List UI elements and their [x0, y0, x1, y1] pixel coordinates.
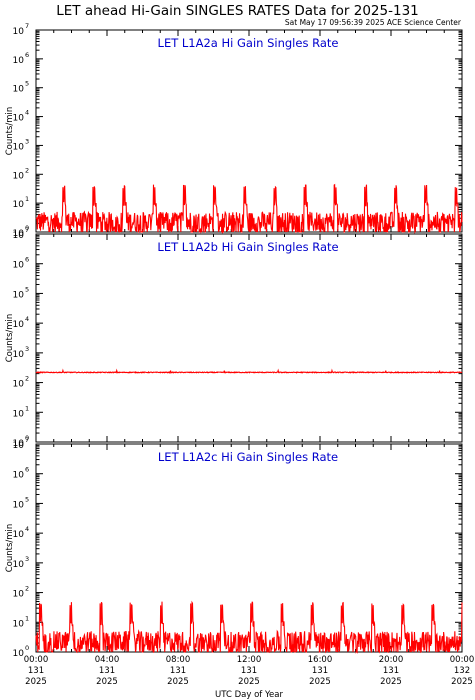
x-tick-time: 12:00 [237, 655, 262, 665]
y-tick-label: 10 [13, 619, 25, 629]
x-tick-day: 131 [28, 666, 44, 676]
x-tick-time: 00:00 [24, 655, 49, 665]
panel-frame [35, 233, 463, 443]
data-trace [35, 368, 463, 375]
y-tick-exponent: 1 [25, 404, 29, 412]
y-tick-exponent: 0 [25, 434, 29, 442]
y-tick-label: 10 [13, 471, 25, 481]
y-tick-exponent: 6 [25, 466, 29, 474]
page-title: LET ahead Hi-Gain SINGLES RATES Data for… [56, 3, 419, 19]
x-tick-year: 2025 [167, 677, 189, 687]
y-tick-label: 10 [13, 441, 25, 451]
x-tick-day: 131 [312, 666, 328, 676]
x-tick-time: 08:00 [166, 655, 191, 665]
y-tick-exponent: 1 [25, 614, 29, 622]
y-tick-exponent: 5 [25, 495, 29, 503]
x-tick-time: 20:00 [379, 655, 404, 665]
x-tick-year: 2025 [309, 677, 331, 687]
y-tick-label: 10 [13, 590, 25, 600]
y-tick-exponent: 3 [25, 345, 29, 353]
timestamp: Sat May 17 09:56:39 2025 ACE Science Cen… [284, 18, 461, 27]
y-tick-exponent: 2 [25, 585, 29, 593]
y-tick-label: 10 [13, 200, 25, 210]
y-tick-label: 10 [13, 261, 25, 271]
y-tick-label: 10 [13, 409, 25, 419]
y-axis-label: Counts/min [5, 314, 15, 363]
y-tick-exponent: 5 [25, 80, 29, 88]
y-tick-label: 10 [13, 560, 25, 570]
panel-frame [35, 29, 463, 233]
y-tick-label: 10 [13, 142, 25, 152]
x-tick-time: 00:00 [450, 655, 475, 665]
data-trace [35, 600, 463, 654]
y-tick-label: 10 [13, 171, 25, 181]
panel-title: LET L1A2c Hi Gain Singles Rate [158, 450, 338, 464]
y-tick-exponent: 0 [25, 224, 29, 232]
y-tick-exponent: 2 [25, 166, 29, 174]
x-tick-time: 16:00 [308, 655, 333, 665]
x-tick-year: 2025 [238, 677, 260, 687]
x-tick-day: 131 [383, 666, 399, 676]
x-tick-time: 04:00 [95, 655, 120, 665]
y-tick-exponent: 0 [25, 644, 29, 652]
y-axis-label: Counts/min [5, 107, 15, 156]
y-tick-label: 10 [13, 85, 25, 95]
y-tick-label: 10 [13, 114, 25, 124]
x-tick-year: 2025 [25, 677, 47, 687]
panel-title: LET L1A2b Hi Gain Singles Rate [157, 240, 338, 254]
x-tick-day: 131 [241, 666, 257, 676]
x-tick-year: 2025 [96, 677, 118, 687]
y-tick-label: 10 [13, 229, 25, 239]
x-axis-label: UTC Day of Year [215, 690, 283, 700]
y-tick-exponent: 4 [25, 525, 29, 533]
y-tick-exponent: 5 [25, 285, 29, 293]
y-tick-exponent: 7 [25, 436, 29, 444]
x-tick-day: 131 [99, 666, 115, 676]
x-tick-day: 131 [170, 666, 186, 676]
y-tick-label: 10 [13, 500, 25, 510]
y-tick-label: 10 [13, 439, 25, 449]
data-trace [35, 183, 463, 235]
y-tick-label: 10 [13, 231, 25, 241]
y-tick-exponent: 6 [25, 51, 29, 59]
y-tick-label: 10 [13, 350, 25, 360]
panel-title: LET L1A2a Hi Gain Singles Rate [158, 36, 339, 50]
y-tick-exponent: 4 [25, 315, 29, 323]
y-tick-exponent: 1 [25, 195, 29, 203]
y-tick-exponent: 4 [25, 109, 29, 117]
y-tick-exponent: 3 [25, 555, 29, 563]
x-tick-year: 2025 [451, 677, 473, 687]
y-tick-label: 10 [13, 27, 25, 37]
y-tick-exponent: 6 [25, 256, 29, 264]
y-tick-label: 10 [13, 380, 25, 390]
x-tick-day: 132 [454, 666, 470, 676]
y-tick-label: 10 [13, 530, 25, 540]
y-tick-label: 10 [13, 320, 25, 330]
y-tick-label: 10 [13, 649, 25, 659]
y-tick-label: 10 [13, 56, 25, 66]
y-tick-exponent: 3 [25, 137, 29, 145]
y-tick-label: 10 [13, 290, 25, 300]
y-tick-exponent: 7 [25, 226, 29, 234]
y-axis-label: Counts/min [5, 524, 15, 573]
y-tick-exponent: 2 [25, 375, 29, 383]
x-tick-year: 2025 [380, 677, 402, 687]
y-tick-exponent: 7 [25, 22, 29, 30]
